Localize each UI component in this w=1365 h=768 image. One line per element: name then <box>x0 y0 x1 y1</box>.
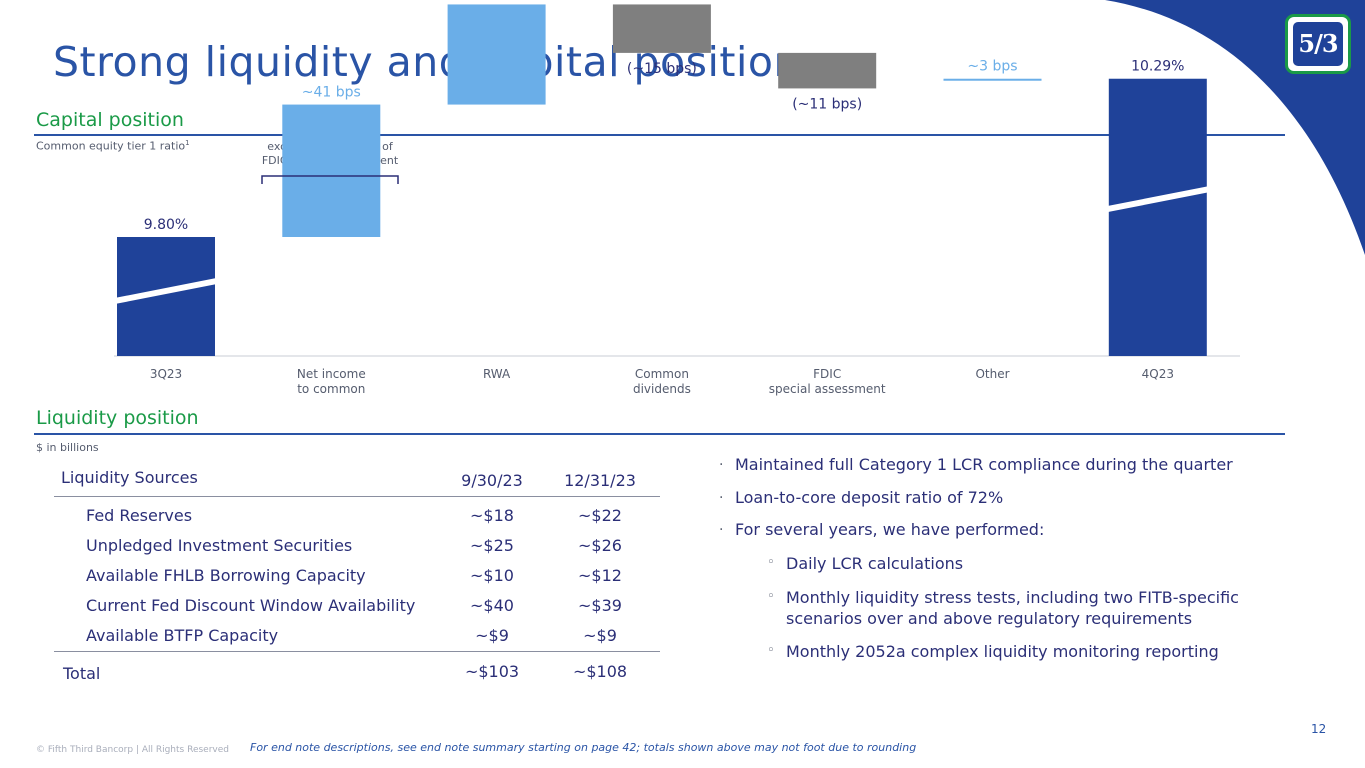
liquidity-position-heading: Liquidity position <box>36 407 199 429</box>
capital-position-heading: Capital position <box>36 109 184 131</box>
row-label: Available BTFP Capacity <box>86 626 279 645</box>
endnote-text: For end note descriptions, see end note … <box>250 741 917 754</box>
unit-note: $ in billions <box>36 441 99 454</box>
total-label: Total <box>63 664 101 683</box>
row-value-12-31-23: ~$12 <box>578 566 622 585</box>
axis-break-mark <box>114 278 218 304</box>
total-value-12-31-23: ~$108 <box>572 662 628 681</box>
capital-section-rule <box>34 134 1285 136</box>
row-value-12-31-23: ~$22 <box>578 506 622 525</box>
category-label: Other <box>975 367 1009 381</box>
logo-mark: 5/3 <box>1293 22 1343 66</box>
row-label: Unpledged Investment Securities <box>86 536 353 555</box>
table-total-row: Total ~$103 ~$108 <box>54 662 660 692</box>
sub-bullet-text: Monthly liquidity stress tests, includin… <box>786 588 1239 607</box>
bar-delta <box>943 78 1042 81</box>
cet1-metric-label: Common equity tier 1 ratio1 <box>36 139 190 153</box>
row-value-9-30-23: ~$9 <box>475 626 509 645</box>
table-header-row: Liquidity Sources 9/30/23 12/31/23 <box>54 468 660 496</box>
data-label: (~15 bps) <box>627 61 697 77</box>
table-row: Unpledged Investment Securities ~$25 ~$2… <box>54 536 660 564</box>
bullet-glyph: · <box>719 522 724 538</box>
category-label: Net income <box>297 367 366 381</box>
fifth-third-logo: 5/3 <box>1285 14 1351 74</box>
cet1-metric-text: Common equity tier 1 ratio <box>36 139 186 153</box>
row-label: Fed Reserves <box>86 506 193 525</box>
header-col-12-31-23: 12/31/23 <box>564 471 636 490</box>
category-label: RWA <box>483 367 511 381</box>
bar-total <box>1108 78 1207 356</box>
bullet-text: Loan-to-core deposit ratio of 72% <box>735 488 1004 507</box>
copyright-notice: © Fifth Third Bancorp | All Rights Reser… <box>36 745 229 755</box>
header-rule <box>54 496 660 497</box>
table-row: Available BTFP Capacity ~$9 ~$9 <box>54 626 660 654</box>
fdic-exclusion-bracket <box>261 175 399 184</box>
bullet-text: For several years, we have performed: <box>735 520 1045 539</box>
liquidity-section-rule <box>34 433 1285 435</box>
row-label: Available FHLB Borrowing Capacity <box>86 566 366 585</box>
data-label: 10.29% <box>1131 59 1184 75</box>
row-value-12-31-23: ~$39 <box>578 596 622 615</box>
row-value-9-30-23: ~$25 <box>470 536 514 555</box>
header-liquidity-sources: Liquidity Sources <box>61 468 198 487</box>
sub-bullet-text: Monthly 2052a complex liquidity monitori… <box>786 642 1219 661</box>
sub-bullet-text: Daily LCR calculations <box>786 554 964 573</box>
row-value-9-30-23: ~$40 <box>470 596 514 615</box>
sub-bullet-glyph: ◦ <box>767 589 775 604</box>
row-value-9-30-23: ~$18 <box>470 506 514 525</box>
bar-increase <box>447 4 546 105</box>
total-value-9-30-23: ~$103 <box>464 662 520 681</box>
row-value-12-31-23: ~$26 <box>578 536 622 555</box>
bullet-glyph: · <box>719 457 724 473</box>
row-value-9-30-23: ~$10 <box>470 566 514 585</box>
category-label: 3Q23 <box>150 367 182 381</box>
sub-bullet-text: scenarios over and above regulatory requ… <box>786 609 1193 628</box>
category-label: to common <box>297 382 365 396</box>
bar-decrease <box>778 52 877 89</box>
bullet-text: Maintained full Category 1 LCR complianc… <box>735 455 1233 474</box>
table-row: Fed Reserves ~$18 ~$22 <box>54 506 660 534</box>
cet1-footnote-marker: 1 <box>185 139 190 147</box>
page-number: 12 <box>1311 722 1327 736</box>
category-label: Common <box>635 367 689 381</box>
row-value-12-31-23: ~$9 <box>583 626 617 645</box>
category-label: special assessment <box>769 382 886 396</box>
data-label: ~41 bps <box>302 85 361 101</box>
data-label: (~11 bps) <box>792 96 862 112</box>
data-label: 9.80% <box>144 217 188 233</box>
category-label: FDIC <box>813 367 841 381</box>
bar-increase <box>282 104 381 237</box>
data-label: ~3 bps <box>967 59 1017 75</box>
row-label: Current Fed Discount Window Availability <box>86 596 416 615</box>
category-label: 4Q23 <box>1142 367 1174 381</box>
bullet-glyph: · <box>719 490 724 506</box>
bar-decrease <box>612 4 711 53</box>
total-rule <box>54 651 660 652</box>
header-col-9-30-23: 9/30/23 <box>461 471 523 490</box>
table-row: Available FHLB Borrowing Capacity ~$10 ~… <box>54 566 660 594</box>
sub-bullet-glyph: ◦ <box>767 643 775 658</box>
table-row: Current Fed Discount Window Availability… <box>54 596 660 624</box>
category-label: dividends <box>633 382 691 396</box>
sub-bullet-glyph: ◦ <box>767 555 775 570</box>
axis-break-mark <box>1106 186 1210 213</box>
